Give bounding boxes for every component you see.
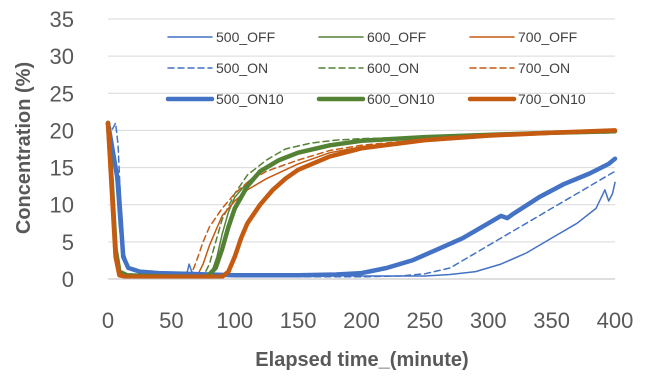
series-line-500-on10 — [105, 120, 618, 278]
legend-entry-600-on: 600_ON — [318, 60, 419, 76]
legend-entry-700-on: 700_ON — [469, 60, 570, 76]
x-tick-label: 100 — [216, 308, 253, 333]
legend-label: 600_ON10 — [367, 91, 435, 107]
y-tick-label: 35 — [50, 7, 74, 32]
legend-entry-500-on: 500_ON — [167, 60, 268, 76]
legend-label: 600_ON — [367, 60, 419, 76]
y-tick-label: 0 — [62, 267, 74, 292]
x-tick-label: 150 — [280, 308, 317, 333]
y-tick-label: 15 — [50, 156, 74, 181]
legend: 500_OFF 500_ON 500_ON10 600_OFF 600_ON 600_ON… — [165, 29, 586, 107]
gridlines — [108, 18, 615, 243]
legend-label: 500_ON — [216, 60, 268, 76]
legend-entry-700-off: 700_OFF — [469, 29, 577, 45]
legend-entry-500-on10: 500_ON10 — [165, 91, 284, 107]
legend-entry-500-off: 500_OFF — [167, 29, 275, 45]
y-tick-label: 20 — [50, 118, 74, 143]
series-lines — [105, 120, 618, 280]
x-tick-label: 300 — [470, 308, 507, 333]
legend-label: 500_ON10 — [216, 91, 284, 107]
legend-label: 700_ON — [518, 60, 570, 76]
x-tick-label: 50 — [159, 308, 183, 333]
y-tick-label: 5 — [62, 230, 74, 255]
x-axis-title: Elapsed time_(minute) — [255, 349, 468, 371]
series-line-700-on10 — [105, 120, 618, 280]
x-tick-label: 200 — [343, 308, 380, 333]
series-line-600-on10 — [105, 120, 618, 280]
y-tick-label: 10 — [50, 193, 74, 218]
x-tick-label: 400 — [597, 308, 634, 333]
x-tick-label: 250 — [407, 308, 444, 333]
legend-label: 700_OFF — [518, 29, 577, 45]
x-tick-label: 0 — [102, 308, 114, 333]
y-tick-label: 25 — [50, 81, 74, 106]
legend-label: 500_OFF — [216, 29, 275, 45]
legend-entry-600-off: 600_OFF — [318, 29, 426, 45]
legend-label: 700_ON10 — [518, 91, 586, 107]
y-tick-label: 30 — [50, 44, 74, 69]
legend-entry-600-on10: 600_ON10 — [316, 91, 435, 107]
x-tick-labels: 0 50 100 150 200 250 300 350 400 — [102, 308, 633, 333]
x-tick-label: 350 — [533, 308, 570, 333]
y-axis-title: Concentration (%) — [13, 62, 35, 234]
legend-entry-700-on10: 700_ON10 — [467, 91, 586, 107]
y-tick-labels: 0 5 10 15 20 25 30 35 — [50, 7, 74, 292]
legend-label: 600_OFF — [367, 29, 426, 45]
